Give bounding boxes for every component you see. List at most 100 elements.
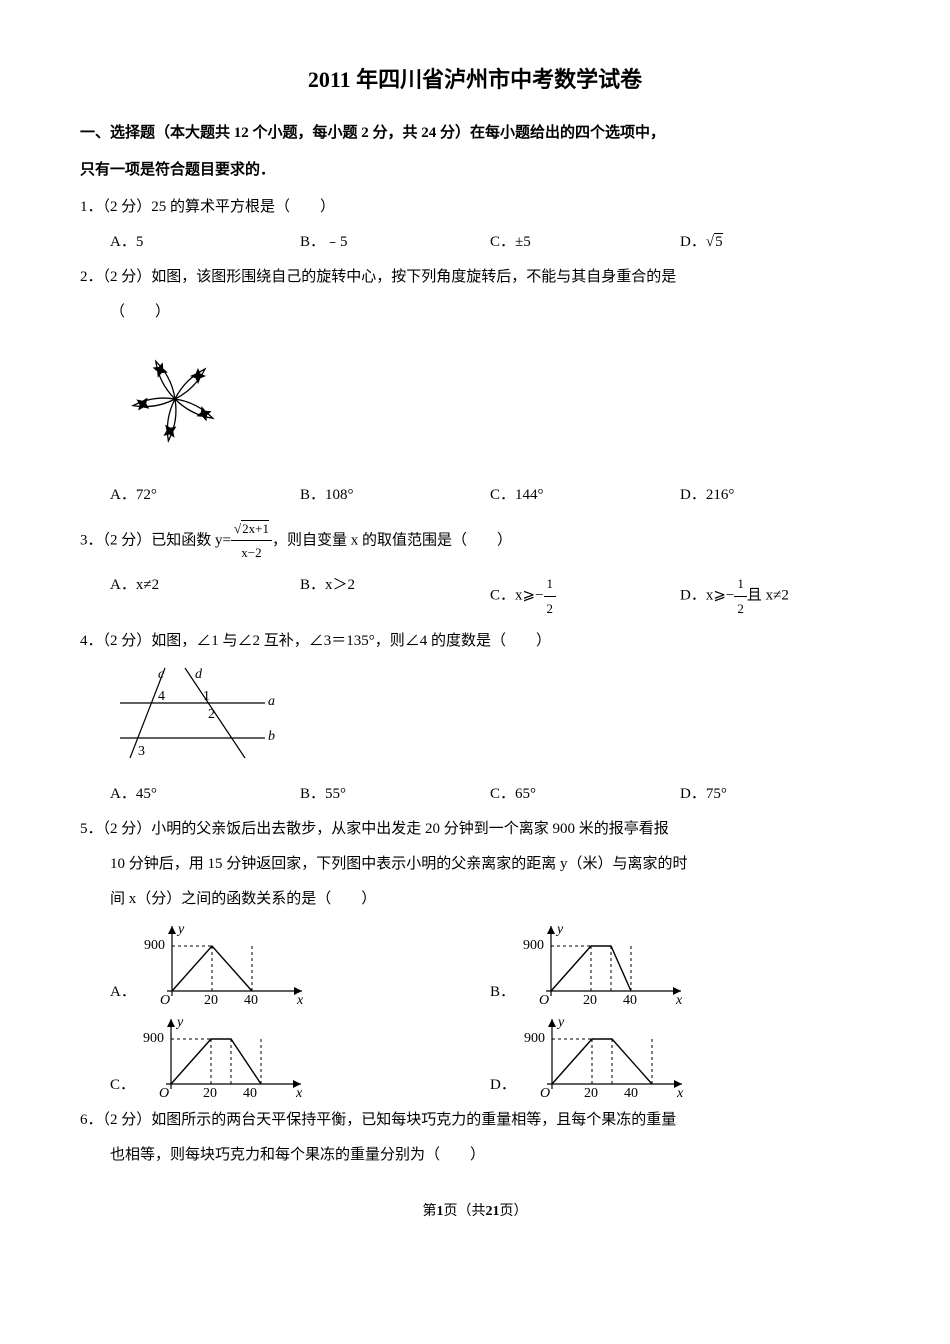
q5a-y: y [176, 922, 185, 937]
q5-b-label: B． [490, 979, 515, 1006]
q5a-O: O [160, 993, 170, 1006]
q5a-20: 20 [204, 993, 218, 1006]
q4-label-1: 1 [203, 689, 210, 704]
q2-option-b: B．108° [300, 482, 490, 509]
q5c-y: y [175, 1015, 184, 1030]
question-3-options: A．x≠2 B．x＞2 C．x⩾−12 D．x⩾−12且 x≠2 [110, 572, 870, 620]
section-header-2: 只有一项是符合题目要求的． [80, 157, 870, 184]
q3-option-d: D．x⩾−12且 x≠2 [680, 572, 870, 620]
q4-label-d: d [195, 667, 203, 682]
question-5-line2: 10 分钟后，用 15 分钟返回家，下列图中表示小明的父亲离家的距离 y（米）与… [110, 851, 870, 878]
q1-option-d: D．√5 [680, 229, 870, 256]
q5-row1: A． y x O 900 20 40 B． y x O 900 [110, 921, 870, 1006]
q3-d-frac: 12 [734, 572, 747, 620]
question-5-line3: 间 x（分）之间的函数关系的是（ ） [110, 886, 870, 913]
q5-graph-b: y x O 900 20 40 [521, 921, 691, 1006]
question-2-cont: （ ） [110, 299, 870, 326]
section-header-1: 一、选择题（本大题共 12 个小题，每小题 2 分，共 24 分）在每小题给出的… [80, 120, 870, 147]
q5d-900: 900 [524, 1031, 545, 1046]
q5d-20: 20 [584, 1086, 598, 1099]
q5-option-a: A． y x O 900 20 40 [110, 921, 490, 1006]
question-4: 4．（2 分）如图，∠1 与∠2 互补，∠3＝135°，则∠4 的度数是（ ） [80, 628, 870, 655]
footer-total: 21 [486, 1204, 500, 1219]
q3-d-suffix: 且 x≠2 [747, 588, 789, 604]
q5b-x: x [675, 993, 683, 1006]
q3-option-c: C．x⩾−12 [490, 572, 680, 620]
question-2-options: A．72° B．108° C．144° D．216° [110, 482, 870, 509]
q5c-O: O [159, 1086, 169, 1099]
q3-c-frac: 12 [544, 572, 557, 620]
q1-option-b: B．﹣5 [300, 229, 490, 256]
q4-option-a: A．45° [110, 781, 300, 808]
q5d-x: x [676, 1086, 684, 1099]
question-1: 1．（2 分）25 的算术平方根是（ ） [80, 194, 870, 221]
q5b-y: y [555, 922, 564, 937]
q2-option-a: A．72° [110, 482, 300, 509]
q3-d-den: 2 [734, 597, 747, 620]
question-6-line2: 也相等，则每块巧克力和每个果冻的重量分别为（ ） [110, 1142, 870, 1169]
footer-page: 1 [437, 1204, 444, 1219]
q5d-O: O [540, 1086, 550, 1099]
q5b-900: 900 [523, 938, 544, 953]
q3-d-x: x⩾− [706, 588, 735, 604]
q2-option-c: C．144° [490, 482, 680, 509]
q5-graph-d: y x O 900 20 40 [522, 1014, 692, 1099]
question-4-options: A．45° B．55° C．65° D．75° [110, 781, 870, 808]
q3-c-prefix: C． [490, 588, 515, 604]
q5a-x: x [296, 993, 304, 1006]
q5c-40: 40 [243, 1086, 257, 1099]
question-6-line1: 6．（2 分）如图所示的两台天平保持平衡，已知每块巧克力的重量相等，且每个果冻的… [80, 1107, 870, 1134]
q3-prefix: 3．（2 分）已知函数 [80, 532, 215, 548]
footer-mid: 页（共 [444, 1204, 486, 1219]
q2-option-d: D．216° [680, 482, 870, 509]
q5-option-b: B． y x O 900 20 40 [490, 921, 870, 1006]
q5-option-d: D． y x O 900 20 40 [490, 1014, 870, 1099]
q5-option-c: C． y x O 900 20 40 [110, 1014, 490, 1099]
q4-label-2: 2 [208, 707, 215, 722]
q3-y: y= [215, 532, 231, 548]
q1-option-a: A．5 [110, 229, 300, 256]
q3-option-a: A．x≠2 [110, 572, 300, 620]
q5-graph-c: y x O 900 20 40 [141, 1014, 311, 1099]
q4-label-b: b [268, 729, 275, 744]
q5-row2: C． y x O 900 20 40 D． y x O [110, 1014, 870, 1099]
q5d-y: y [556, 1015, 565, 1030]
page-title: 2011 年四川省泸州市中考数学试卷 [80, 60, 870, 100]
q3-c-num: 1 [544, 572, 557, 596]
q4-figure: c d a b 1 2 3 4 [110, 663, 870, 773]
q4-label-4: 4 [158, 689, 165, 704]
q5b-20: 20 [583, 993, 597, 1006]
q4-label-3: 3 [138, 744, 145, 759]
q5-c-label: C． [110, 1072, 135, 1099]
q5a-40: 40 [244, 993, 258, 1006]
q4-option-d: D．75° [680, 781, 870, 808]
q4-option-c: C．65° [490, 781, 680, 808]
q5c-900: 900 [143, 1031, 164, 1046]
q3-d-prefix: D． [680, 588, 706, 604]
q3-c-x: x⩾− [515, 588, 544, 604]
q4-option-b: B．55° [300, 781, 490, 808]
q5-graph-a: y x O 900 20 40 [142, 921, 312, 1006]
question-1-options: A．5 B．﹣5 C．±5 D．√5 [110, 229, 870, 256]
question-2: 2．（2 分）如图，该图形围绕自己的旋转中心，按下列角度旋转后，不能与其自身重合… [80, 264, 870, 291]
q5c-20: 20 [203, 1086, 217, 1099]
q5a-900: 900 [144, 938, 165, 953]
q1-option-c: C．±5 [490, 229, 680, 256]
q2-figure [110, 334, 870, 474]
question-3: 3．（2 分）已知函数 y=√2x+1x−2，则自变量 x 的取值范围是（ ） [80, 517, 870, 565]
footer-prefix: 第 [423, 1204, 437, 1219]
q3-den: x−2 [231, 541, 272, 564]
q5-d-label: D． [490, 1072, 516, 1099]
q1-d-prefix: D． [680, 234, 706, 250]
q5d-40: 40 [624, 1086, 638, 1099]
q3-fraction: √2x+1x−2 [231, 517, 272, 565]
q3-num-radicand: 2x+1 [241, 520, 269, 536]
q3-c-den: 2 [544, 597, 557, 620]
q5-a-label: A． [110, 979, 136, 1006]
q4-label-c: c [158, 667, 165, 682]
q3-d-num: 1 [734, 572, 747, 596]
q5b-40: 40 [623, 993, 637, 1006]
q1-d-radicand: 5 [714, 233, 723, 250]
q5b-O: O [539, 993, 549, 1006]
q3-suffix: ，则自变量 x 的取值范围是（ ） [272, 532, 512, 548]
